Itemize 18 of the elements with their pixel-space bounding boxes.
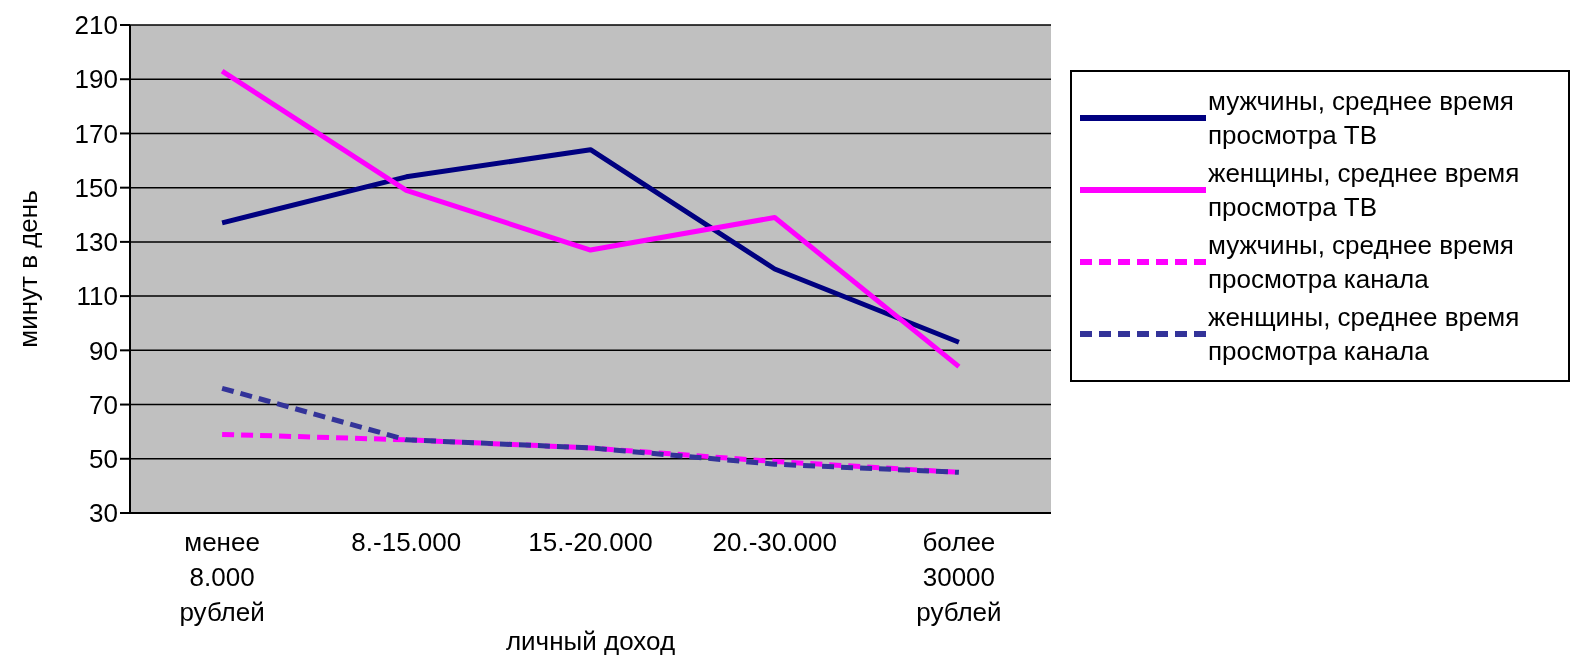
x-tick-label: менее 8.000 рублей	[179, 527, 265, 627]
y-tick-label: 190	[74, 64, 118, 95]
x-axis-title: личный доход	[505, 626, 676, 656]
y-tick-label: 110	[76, 281, 118, 312]
y-tick-label: 150	[74, 172, 118, 203]
x-tick-label: более 30000 рублей	[916, 527, 1002, 627]
x-tick-label: 8.-15.000	[351, 527, 462, 557]
y-tick-label: 210	[74, 10, 118, 41]
x-tick-label: 20.-30.000	[712, 527, 837, 557]
x-tick-label: 15.-20.000	[528, 527, 653, 557]
legend-label: женщины, среднее время просмотра канала	[1208, 301, 1521, 368]
y-tick-label: 30	[89, 498, 118, 529]
y-tick-label: 130	[74, 227, 118, 258]
y-tick-label: 70	[89, 389, 118, 420]
y-tick-label: 50	[89, 444, 118, 475]
y-tick-label: 90	[89, 335, 118, 366]
y-axis-title: минут в день	[13, 190, 44, 348]
y-tick-label: 170	[74, 118, 118, 149]
